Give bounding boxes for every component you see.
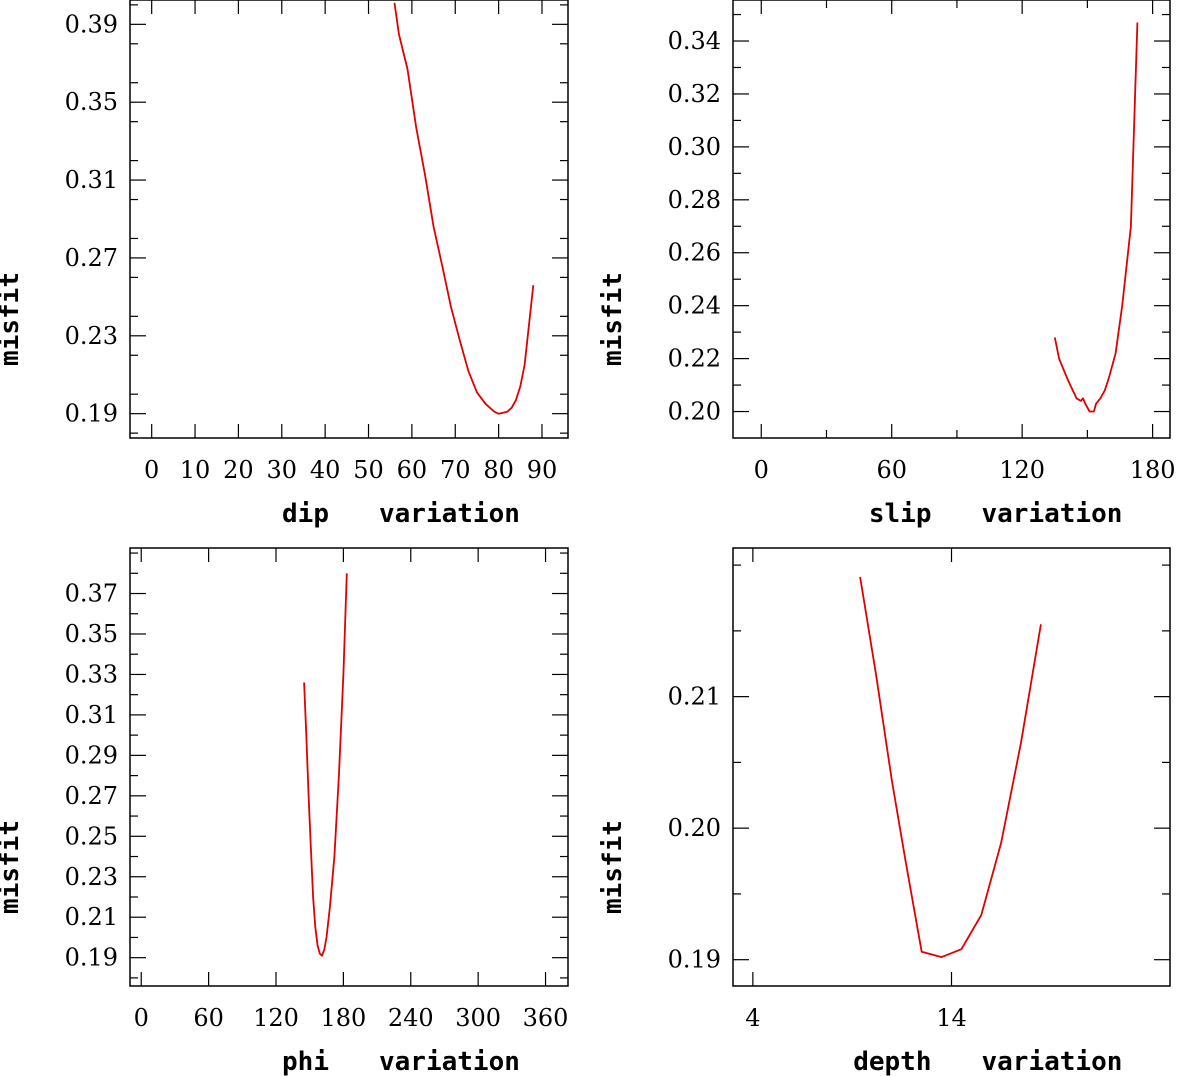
series-line-dip	[393, 2, 535, 415]
y-tick-label: 0.24	[668, 292, 721, 320]
x-axis-title-2: variation	[379, 499, 520, 529]
y-tick-label: 0.20	[668, 398, 721, 426]
y-tick-label: 0.19	[65, 944, 118, 972]
x-tick-label: 360	[523, 1004, 569, 1032]
y-axis-title: misfit	[0, 820, 25, 914]
x-tick-label: 50	[353, 456, 384, 484]
y-tick-label: 0.35	[65, 88, 118, 116]
y-tick-label: 0.26	[668, 239, 721, 267]
x-tick-label: 240	[388, 1004, 434, 1032]
x-tick-label: 120	[999, 456, 1045, 484]
x-tick-label: 60	[193, 1004, 224, 1032]
x-tick-label: 70	[440, 456, 471, 484]
x-tick-label: 300	[455, 1004, 501, 1032]
y-axis-title: misfit	[598, 272, 628, 366]
y-tick-label: 0.23	[65, 863, 118, 891]
x-axis-title-2: variation	[982, 499, 1123, 529]
plot-frame	[129, 0, 569, 439]
series-line-phi	[303, 573, 348, 957]
x-tick-label: 60	[876, 456, 907, 484]
y-tick-label: 0.21	[668, 683, 721, 711]
x-axis-title-2: variation	[379, 1047, 520, 1076]
y-tick-label: 0.27	[65, 782, 118, 810]
y-tick-label: 0.33	[65, 660, 118, 688]
y-tick-label: 0.20	[668, 814, 721, 842]
panel-dip: 0.19 0.23 0.27 0.31 0.35 0.39 0 10 20 30 40 50 60 70 8…	[0, 0, 569, 529]
panel-slip: 0.20 0.22 0.24 0.26 0.28 0.30 0.32 0.34 0 60 120 18…	[598, 0, 1176, 529]
y-tick-label: 0.19	[668, 946, 721, 974]
x-tick-label: 20	[223, 456, 254, 484]
y-tick-label: 0.34	[668, 27, 721, 55]
y-tick-label: 0.28	[668, 186, 721, 214]
x-tick-label: 0	[754, 456, 769, 484]
x-tick-label: 80	[483, 456, 514, 484]
series-line-depth	[859, 576, 1042, 958]
panel-phi: 0.19 0.21 0.23 0.25 0.27 0.29 0.31 0.33 0.35 0.37…	[0, 547, 569, 1076]
x-tick-label: 4	[745, 1004, 760, 1032]
y-tick-label: 0.39	[65, 10, 118, 38]
y-axis-title: misfit	[0, 272, 25, 366]
x-tick-label: 90	[527, 456, 558, 484]
x-tick-label: 180	[1130, 456, 1176, 484]
y-tick-label: 0.30	[668, 133, 721, 161]
x-tick-label: 30	[267, 456, 298, 484]
x-axis-title: slip	[869, 499, 932, 529]
y-tick-label: 0.25	[65, 822, 118, 850]
y-tick-label: 0.21	[65, 903, 118, 931]
x-tick-label: 14	[936, 1004, 967, 1032]
y-tick-label: 0.35	[65, 620, 118, 648]
plot-frame	[129, 547, 569, 987]
y-axis-title: misfit	[598, 820, 628, 914]
y-tick-label: 0.31	[65, 166, 118, 194]
plot-frame	[732, 547, 1171, 987]
x-tick-label: 0	[134, 1004, 149, 1032]
x-tick-label: 120	[253, 1004, 299, 1032]
series-line-slip	[1053, 22, 1139, 413]
y-tick-label: 0.27	[65, 244, 118, 272]
x-axis-title: dip	[282, 499, 329, 529]
x-tick-label: 180	[320, 1004, 366, 1032]
x-tick-label: 10	[180, 456, 211, 484]
y-tick-label: 0.31	[65, 701, 118, 729]
plot-frame	[732, 0, 1171, 439]
y-tick-label: 0.29	[65, 741, 118, 769]
x-axis-title: depth	[853, 1047, 931, 1076]
x-axis-title-2: variation	[982, 1047, 1123, 1076]
y-tick-label: 0.32	[668, 80, 721, 108]
y-tick-label: 0.23	[65, 322, 118, 350]
x-tick-label: 60	[397, 456, 428, 484]
x-axis-title: phi	[282, 1047, 329, 1076]
y-tick-label: 0.37	[65, 580, 118, 608]
x-tick-label: 40	[310, 456, 341, 484]
y-tick-label: 0.22	[668, 345, 721, 373]
x-tick-label: 0	[144, 456, 159, 484]
y-tick-label: 0.19	[65, 400, 118, 428]
